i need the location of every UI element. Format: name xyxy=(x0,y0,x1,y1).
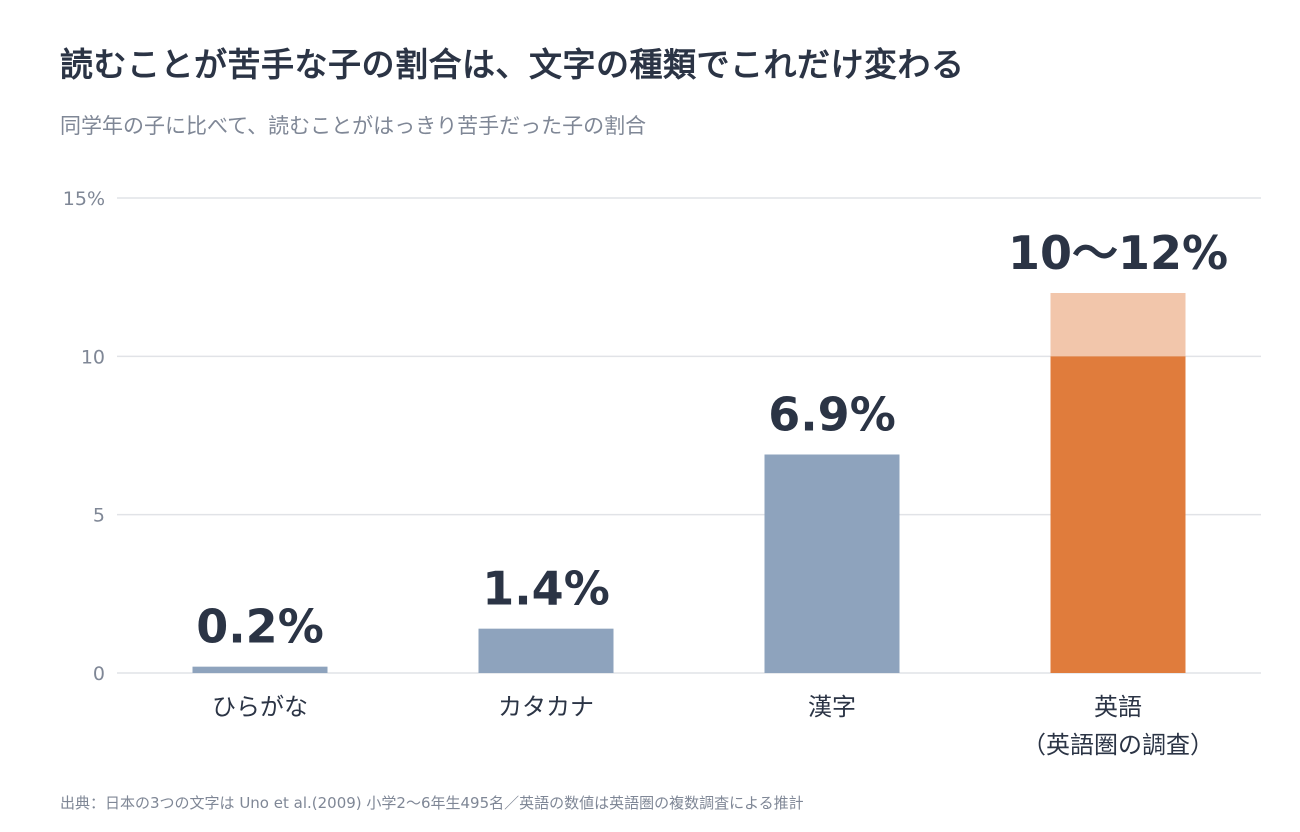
bar xyxy=(478,628,614,673)
y-tick-label: 10 xyxy=(81,346,105,368)
x-category-label: 英語 xyxy=(1094,693,1142,721)
data-label: 6.9% xyxy=(768,388,896,442)
y-tick-label: 5 xyxy=(93,505,105,527)
bar xyxy=(764,454,900,673)
x-category-label: ひらがな xyxy=(212,693,308,721)
chart-title: 読むことが苦手な子の割合は、文字の種類でこれだけ変わる xyxy=(60,45,965,84)
bar-range-extension xyxy=(1050,293,1186,357)
chart-subtitle: 同学年の子に比べて、読むことがはっきり苦手だった子の割合 xyxy=(60,114,647,138)
y-tick-label: 0 xyxy=(93,663,105,685)
bar xyxy=(1050,356,1186,673)
source-note: 出典：日本の3つの文字は Uno et al.(2009) 小学2〜6年生495… xyxy=(60,794,804,812)
data-label: 1.4% xyxy=(482,562,610,616)
x-category-label: 漢字 xyxy=(808,693,856,721)
data-label: 10〜12% xyxy=(1008,226,1228,280)
bar xyxy=(192,666,328,673)
data-label: 0.2% xyxy=(196,600,324,654)
x-category-label: （英語圏の調査） xyxy=(1022,731,1214,759)
labels: 0 5 10 15% 0.2% ひらがな 1.4% カタカナ 6.9% 漢字 10〜12% 英語 （英語… xyxy=(63,188,1228,759)
bars xyxy=(192,293,1186,673)
y-tick-label: 15% xyxy=(63,188,105,210)
x-category-label: カタカナ xyxy=(498,693,594,721)
